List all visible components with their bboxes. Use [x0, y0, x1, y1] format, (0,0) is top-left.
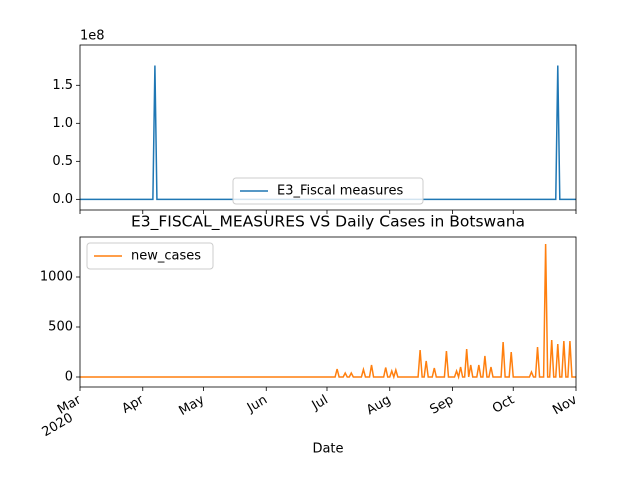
y-tick-label: 0.5	[52, 154, 73, 169]
axes-frame	[79, 44, 577, 211]
y-tick-label: 1000	[40, 270, 73, 285]
x-tick-label: Nov	[550, 392, 580, 418]
y-tick-label: 1.0	[52, 116, 73, 131]
axes-frame	[79, 236, 577, 388]
legend-label: new_cases	[131, 249, 201, 264]
legend: new_cases	[86, 242, 214, 270]
chart-title: E3_FISCAL_MEASURES VS Daily Cases in Bot…	[131, 213, 525, 232]
data-line	[80, 243, 576, 380]
x-tick-label: Jul	[309, 393, 331, 414]
y-tick-label: 0.0	[52, 192, 73, 207]
legend: E3_Fiscal measures	[232, 177, 424, 205]
x-tick-label: Oct	[490, 393, 517, 417]
legend-box	[232, 177, 424, 205]
legend-label: E3_Fiscal measures	[277, 184, 403, 199]
y-tick-label: 1.5	[52, 78, 73, 93]
y-offset-label: 1e8	[80, 29, 105, 44]
x-tick-label: Apr	[120, 392, 148, 417]
x-tick-label: Sep	[428, 393, 457, 418]
y-tick-label: 500	[48, 320, 73, 335]
legend-box	[86, 242, 214, 270]
x-tick-label: Jun	[244, 393, 270, 417]
x-year-label: 2020	[40, 411, 76, 441]
x-axis-label: Date	[312, 442, 343, 457]
y-tick-label: 0	[65, 370, 73, 385]
x-tick-label: May	[176, 392, 207, 419]
x-tick-label: Aug	[364, 393, 393, 419]
